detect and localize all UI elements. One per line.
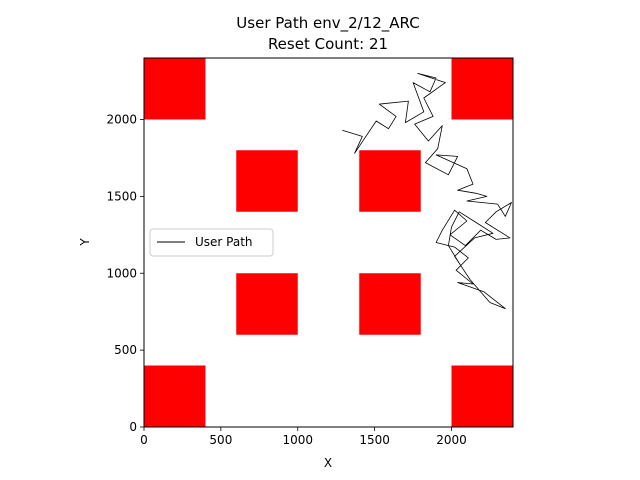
x-tick-label: 1500 [359, 433, 390, 447]
obstacle-6 [359, 273, 421, 335]
path-layer [342, 73, 512, 309]
x-tick-label: 1000 [282, 433, 313, 447]
obstacles [144, 58, 513, 427]
series-line-user-path [342, 73, 512, 309]
chart-title: User Path env_2/12_ARC [236, 14, 419, 33]
plot-area [143, 57, 514, 428]
y-tick-label: 2000 [106, 113, 137, 127]
obstacle-8 [451, 365, 513, 427]
y-tick-label: 500 [114, 343, 137, 357]
obstacle-4 [359, 150, 421, 212]
chart-subtitle: Reset Count: 21 [268, 35, 388, 53]
x-tick-label: 500 [209, 433, 232, 447]
obstacle-5 [236, 273, 298, 335]
obstacle-1 [144, 58, 206, 120]
obstacle-7 [144, 365, 206, 427]
x-tick-label: 2000 [436, 433, 467, 447]
x-tick-label: 0 [140, 433, 148, 447]
y-axis-ticks: 0 500 1000 1500 2000 [106, 113, 144, 434]
y-tick-label: 1500 [106, 189, 137, 203]
legend: User Path [149, 228, 274, 257]
legend-box [149, 228, 274, 257]
obstacle-2 [451, 58, 513, 120]
y-tick-label: 0 [129, 420, 137, 434]
obstacle-3 [236, 150, 298, 212]
x-axis-label: X [324, 456, 332, 470]
legend-label: User Path [195, 235, 253, 249]
plot-frame [143, 57, 514, 428]
y-axis-label: Y [78, 238, 92, 247]
x-axis-ticks: 0 500 1000 1500 2000 [140, 427, 467, 447]
y-tick-label: 1000 [106, 266, 137, 280]
